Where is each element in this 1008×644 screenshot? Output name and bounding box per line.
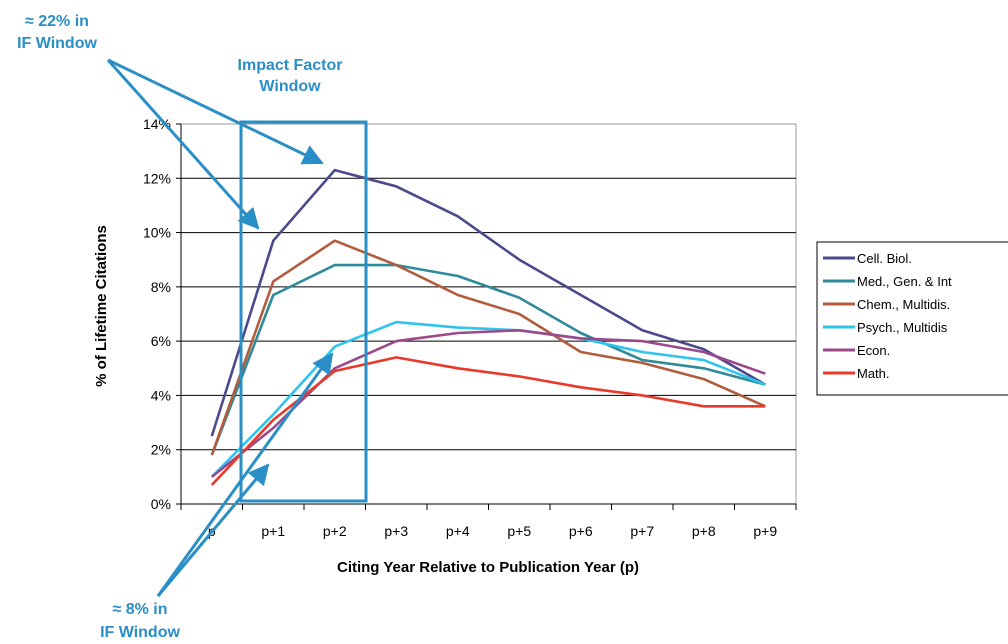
series-line-0 — [210, 168, 766, 437]
bottom-annotation-line2: IF Window — [100, 624, 180, 641]
y-ticks: 0% 2% 4% 6% 8% 10% 12% 14% — [143, 116, 181, 512]
bottom-arrow-1 — [156, 463, 270, 597]
y-tick-label: 2% — [151, 442, 171, 458]
x-tick-label: p+1 — [261, 523, 285, 539]
bottom-annotation-line1: ≈ 8% in — [112, 601, 167, 618]
top-arrow-2 — [106, 59, 260, 230]
legend-label: Psych., Multidis — [857, 320, 948, 335]
y-axis-title: % of Lifetime Citations — [93, 225, 110, 387]
gridlines — [181, 177, 796, 451]
x-tick-label: p+6 — [569, 523, 593, 539]
y-tick-label: 8% — [151, 279, 171, 295]
top-annotation-line2: IF Window — [17, 35, 97, 52]
series-line-3 — [210, 320, 766, 478]
y-tick-label: 12% — [143, 170, 171, 186]
series-line-2 — [210, 239, 766, 456]
y-tick-label: 14% — [143, 116, 171, 132]
impact-factor-window — [239, 120, 368, 503]
legend-label: Econ. — [857, 343, 890, 358]
x-ticks: pp+1p+2p+3p+4p+5p+6p+7p+8p+9 — [180, 504, 797, 539]
legend-label: Cell. Biol. — [857, 251, 912, 266]
y-tick-label: 4% — [151, 387, 171, 403]
x-tick-label: p+2 — [323, 523, 347, 539]
y-tick-label: 6% — [151, 333, 171, 349]
window-label-line1: Impact Factor — [238, 57, 343, 74]
series-line-5 — [210, 356, 766, 486]
x-tick-label: p+4 — [446, 523, 470, 539]
plot-area — [180, 123, 797, 505]
x-tick-label: p+3 — [384, 523, 408, 539]
x-tick-label: p+5 — [507, 523, 531, 539]
y-tick-label: 10% — [143, 225, 171, 241]
x-tick-label: p+7 — [630, 523, 654, 539]
bottom-arrow-2 — [156, 352, 334, 597]
legend-label: Med., Gen. & Int — [857, 274, 952, 289]
top-arrow-1 — [107, 58, 324, 165]
series-line-1 — [210, 263, 766, 456]
x-tick-label: p+8 — [692, 523, 716, 539]
legend-label: Chem., Multidis. — [857, 297, 950, 312]
series-line-4 — [210, 328, 766, 478]
top-annotation-line1: ≈ 22% in — [25, 13, 89, 30]
window-label-line2: Window — [259, 78, 321, 95]
legend-box — [816, 241, 1008, 396]
x-axis-title: Citing Year Relative to Publication Year… — [337, 559, 639, 576]
legend: Cell. Biol. Med., Gen. & Int Chem., Multid… — [823, 251, 952, 381]
y-tick-label: 0% — [151, 496, 171, 512]
series-lines — [210, 168, 766, 486]
x-tick-label: p+9 — [753, 523, 777, 539]
legend-label: Math. — [857, 366, 890, 381]
